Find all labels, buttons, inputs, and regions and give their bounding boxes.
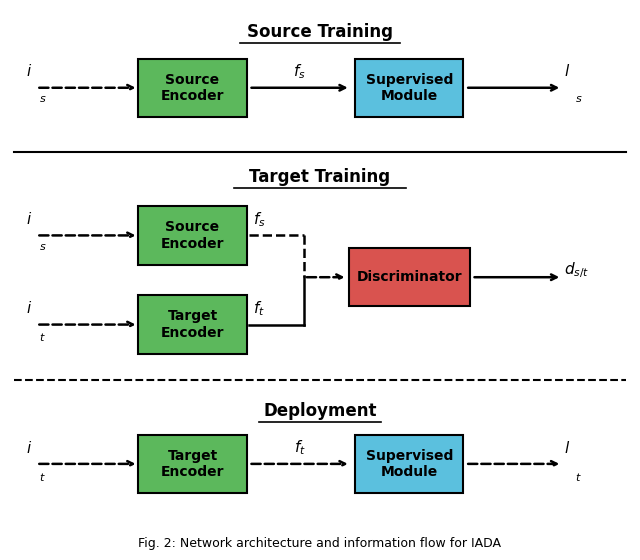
Text: $i$: $i$ [26, 440, 32, 455]
Text: $s$: $s$ [39, 95, 47, 105]
FancyBboxPatch shape [138, 58, 246, 117]
Text: Target Training: Target Training [250, 168, 390, 186]
Text: Supervised
Module: Supervised Module [365, 449, 453, 479]
Text: $l$: $l$ [564, 440, 570, 455]
Text: $t$: $t$ [40, 470, 46, 483]
Text: Source Training: Source Training [247, 23, 393, 41]
FancyBboxPatch shape [138, 435, 246, 493]
Text: Source
Encoder: Source Encoder [161, 73, 224, 103]
FancyBboxPatch shape [355, 58, 463, 117]
Text: $s$: $s$ [39, 242, 47, 252]
Text: Deployment: Deployment [263, 402, 377, 420]
Text: Source
Encoder: Source Encoder [161, 220, 224, 250]
FancyBboxPatch shape [355, 435, 463, 493]
Text: $f_t$: $f_t$ [294, 438, 305, 456]
Text: $l$: $l$ [564, 63, 570, 80]
FancyBboxPatch shape [349, 248, 470, 306]
Text: $t$: $t$ [575, 470, 582, 483]
Text: $f_t$: $f_t$ [253, 299, 265, 318]
Text: Target
Encoder: Target Encoder [161, 310, 224, 340]
Text: $s$: $s$ [575, 95, 582, 105]
Text: $f_s$: $f_s$ [293, 62, 306, 81]
FancyBboxPatch shape [138, 295, 246, 354]
Text: Target
Encoder: Target Encoder [161, 449, 224, 479]
Text: Fig. 2: Network architecture and information flow for IADA: Fig. 2: Network architecture and informa… [138, 536, 502, 549]
Text: $i$: $i$ [26, 211, 32, 227]
Text: $t$: $t$ [40, 332, 46, 343]
Text: Discriminator: Discriminator [356, 270, 462, 284]
Text: $i$: $i$ [26, 300, 32, 316]
Text: $d_{s/t}$: $d_{s/t}$ [564, 260, 589, 280]
Text: Supervised
Module: Supervised Module [365, 73, 453, 103]
Text: $f_s$: $f_s$ [253, 210, 266, 228]
Text: $i$: $i$ [26, 63, 32, 80]
FancyBboxPatch shape [138, 206, 246, 265]
